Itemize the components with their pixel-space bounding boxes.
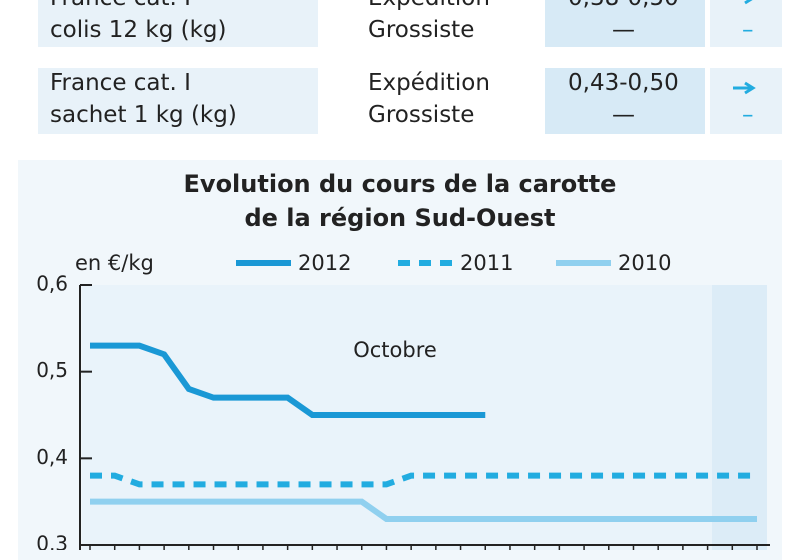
- cell-bg: [545, 0, 705, 47]
- y-tick-label: 0,5: [36, 358, 68, 382]
- cell-bg: [545, 68, 705, 134]
- y-tick-label: 0,4: [36, 445, 68, 469]
- trend: –: [742, 102, 754, 128]
- stage: Expédition: [368, 70, 490, 96]
- trend: –: [742, 17, 754, 43]
- y-tick-label: 0,6: [36, 272, 68, 296]
- y-axis-label: en €/kg: [75, 251, 154, 275]
- chart-title: Evolution du cours de la carotte: [184, 170, 617, 198]
- arrow-icon: [733, 81, 756, 95]
- product: colis 12 kg (kg): [50, 17, 227, 43]
- series-line: [90, 472, 757, 488]
- y-tick-label: 0,3: [36, 532, 68, 551]
- annotation: Octobre: [353, 338, 437, 362]
- price: —: [612, 17, 635, 43]
- stage: Grossiste: [368, 17, 475, 43]
- cell-bg: [38, 68, 318, 134]
- product: France cat. I: [50, 0, 191, 14]
- cell-bg: [710, 0, 782, 47]
- legend-label: 2011: [460, 251, 513, 275]
- price: 0,43-0,50: [568, 70, 679, 96]
- cell-bg: [38, 0, 318, 47]
- price: 0,38-0,50: [568, 0, 679, 14]
- legend-label: 2010: [618, 251, 671, 275]
- cell-bg: [710, 68, 782, 134]
- legend-label: 2012: [298, 251, 351, 275]
- chart-title: de la région Sud-Ouest: [244, 204, 555, 232]
- stage: Expédition: [368, 0, 490, 14]
- arrow-icon: [744, 0, 753, 5]
- series-line: [90, 498, 757, 522]
- series-line: [90, 342, 486, 418]
- stage: Grossiste: [368, 102, 475, 128]
- product: France cat. I: [50, 70, 191, 96]
- shaded-period: [712, 285, 767, 550]
- product: sachet 1 kg (kg): [50, 102, 237, 128]
- price: —: [612, 102, 635, 128]
